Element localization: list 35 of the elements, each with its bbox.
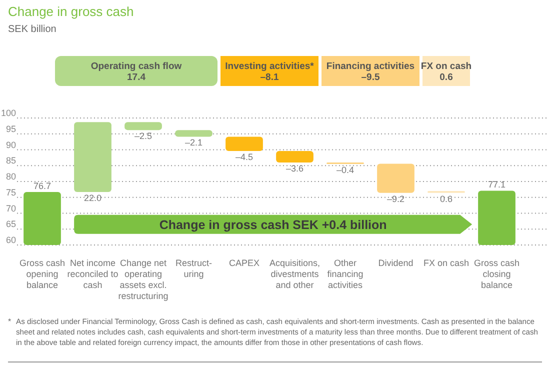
y-tick-label: 65 <box>6 219 16 230</box>
x-tick-label: Acquisitions, divestments and other <box>269 258 320 290</box>
text: Financing activities –9.5 <box>326 61 415 83</box>
text: Investing activities* –8.1 <box>225 61 314 83</box>
data-label: 77.1 <box>488 180 506 190</box>
data-label: 22.0 <box>84 192 102 203</box>
x-tick-label: FX on cash <box>423 258 470 268</box>
x-tick-label: Restruct-uring <box>175 258 212 279</box>
x-tick-label: Other financing activities <box>327 258 364 290</box>
data-label: –3.6 <box>286 163 304 174</box>
data-label: –4.5 <box>235 152 254 162</box>
text: FX on cash 0.6 <box>420 61 472 83</box>
data-label: –2.1 <box>184 138 203 148</box>
annotation: Change in gross cash SEK +0.4 billion <box>159 218 387 232</box>
x-tick-label: Dividend <box>378 258 414 268</box>
data-label: –2.5 <box>134 131 152 142</box>
data-label: –0.4 <box>336 164 354 175</box>
y-tick-label: 75 <box>6 187 16 198</box>
y-tick-label: 60 <box>6 235 16 245</box>
y-tick-label: 95 <box>6 124 16 134</box>
data-label: 76.7 <box>33 180 52 191</box>
y-tick-label: 80 <box>6 172 16 182</box>
x-tick-label: Gross cash opening balance <box>19 258 66 290</box>
data-label: –9.2 <box>386 194 405 204</box>
y-tick-label: 100 <box>0 108 16 118</box>
text: Operating cash flow 17.4 <box>90 61 182 83</box>
x-tick-label: Gross cash closing balance <box>474 258 520 290</box>
y-tick-label: 85 <box>6 156 16 166</box>
x-tick-label: CAPEX <box>228 258 260 268</box>
chart-subtitle: SEK billion <box>8 24 56 35</box>
y-tick-label: 90 <box>6 140 16 150</box>
y-tick-label: 70 <box>6 203 16 214</box>
chart-title: Change in gross cash <box>8 4 134 19</box>
x-tick-label: Change net operating assets excl. restructuring <box>118 258 168 301</box>
data-label: 0.6 <box>440 194 453 204</box>
